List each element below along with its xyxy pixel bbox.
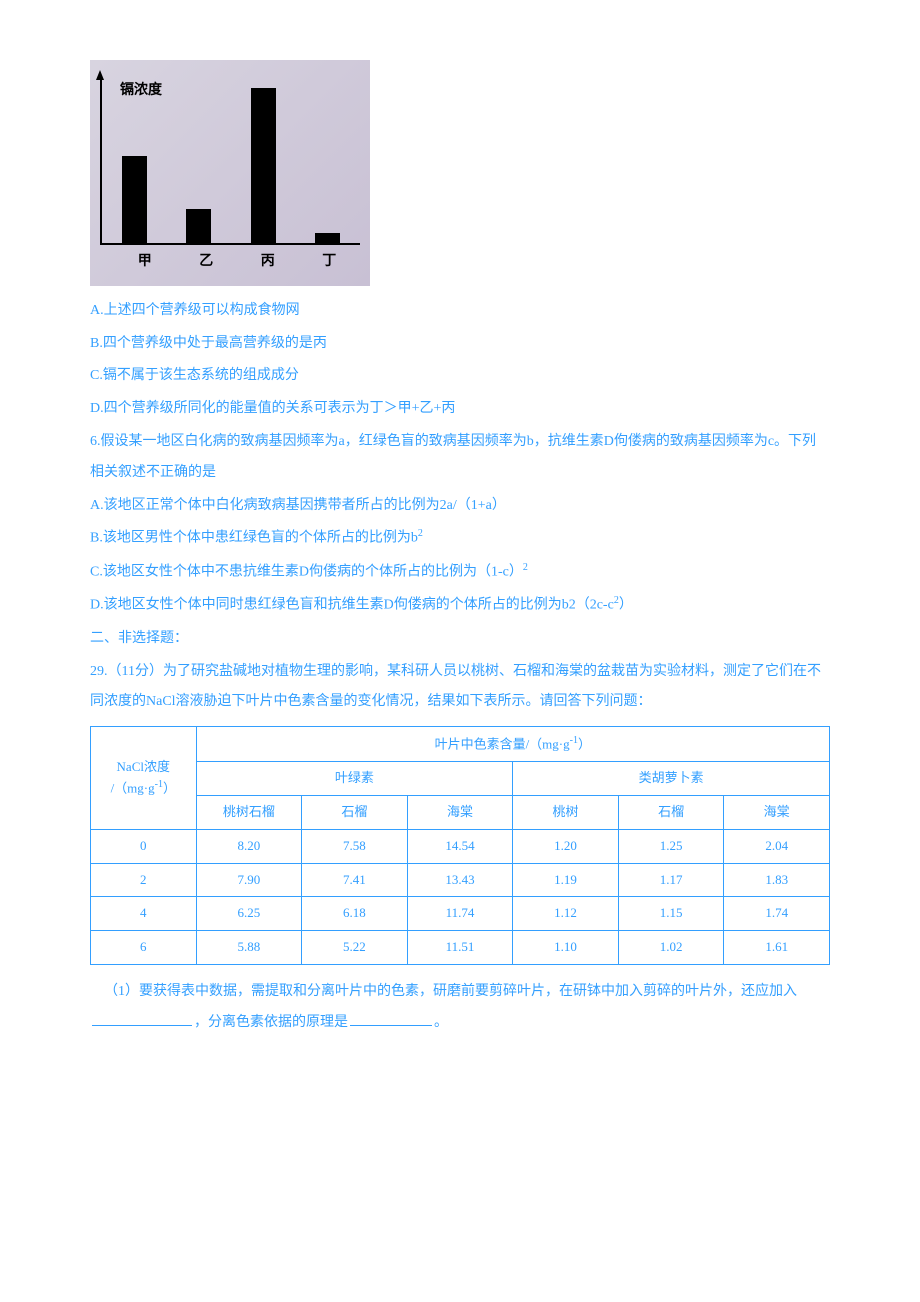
- q6-option-d: D.该地区女性个体中同时患红绿色盲和抗维生素D佝偻病的个体所占的比例为b2（2c…: [90, 590, 830, 621]
- subcol-1: 石榴: [302, 796, 408, 830]
- xlabel-3: 丁: [322, 245, 336, 276]
- option-c: C.镉不属于该生态系统的组成成分: [90, 361, 830, 392]
- table-row: 4 6.25 6.18 11.74 1.12 1.15 1.74: [91, 897, 830, 931]
- bar-2: [251, 88, 276, 243]
- bar-3: [315, 233, 340, 243]
- group2-header: 类胡萝卜素: [513, 762, 830, 796]
- q6-stem: 6.假设某一地区白化病的致病基因频率为a，红绿色盲的致病基因频率为b，抗维生素D…: [90, 427, 830, 489]
- table-row: 2 7.90 7.41 13.43 1.19 1.17 1.83: [91, 863, 830, 897]
- chart-bars-container: [102, 88, 360, 243]
- xlabel-1: 乙: [199, 245, 213, 276]
- subcol-0: 桃树石榴: [196, 796, 302, 830]
- subcol-5: 海棠: [724, 796, 830, 830]
- group1-header: 叶绿素: [196, 762, 513, 796]
- q6-option-c: C.该地区女性个体中不患抗维生素D佝偻病的个体所占的比例为（1-c）2: [90, 557, 830, 588]
- q29-stem: 29.（11分）为了研究盐碱地对植物生理的影响，某科研人员以桃树、石榴和海棠的盆…: [90, 657, 830, 719]
- y-axis-arrow: [96, 70, 104, 80]
- option-a: A.上述四个营养级可以构成食物网: [90, 296, 830, 327]
- cadmium-bar-chart: 镉浓度 甲 乙 丙 丁: [90, 60, 370, 286]
- col1-header: NaCl浓度 /（mg·g-1）: [91, 727, 197, 830]
- section-2-heading: 二、非选择题：: [90, 624, 830, 655]
- xlabel-2: 丙: [261, 245, 275, 276]
- q29-sub1: （1）要获得表中数据，需提取和分离叶片中的色素，研磨前要剪碎叶片，在研钵中加入剪…: [90, 977, 830, 1039]
- bar-0: [122, 156, 147, 243]
- row1-header: 叶片中色素含量/（mg·g-1）: [196, 727, 829, 762]
- table-header-row-1: NaCl浓度 /（mg·g-1） 叶片中色素含量/（mg·g-1）: [91, 727, 830, 762]
- table-row: 6 5.88 5.22 11.51 1.10 1.02 1.61: [91, 931, 830, 965]
- fill-blank-1[interactable]: [92, 1025, 192, 1026]
- table-row: 0 8.20 7.58 14.54 1.20 1.25 2.04: [91, 829, 830, 863]
- bar-1: [186, 209, 211, 243]
- chart-plot-area: 镉浓度: [100, 80, 360, 245]
- fill-blank-2[interactable]: [350, 1025, 432, 1026]
- table-header-row-3: 桃树石榴 石榴 海棠 桃树 石榴 海棠: [91, 796, 830, 830]
- q6-option-a: A.该地区正常个体中白化病致病基因携带者所占的比例为2a/（1+a）: [90, 491, 830, 522]
- subcol-3: 桃树: [513, 796, 619, 830]
- subcol-2: 海棠: [407, 796, 513, 830]
- option-b: B.四个营养级中处于最高营养级的是丙: [90, 329, 830, 360]
- option-d: D.四个营养级所同化的能量值的关系可表示为丁＞甲+乙+丙: [90, 394, 830, 425]
- q6-option-b: B.该地区男性个体中患红绿色盲的个体所占的比例为b2: [90, 523, 830, 554]
- pigment-data-table: NaCl浓度 /（mg·g-1） 叶片中色素含量/（mg·g-1） 叶绿素 类胡…: [90, 726, 830, 965]
- table-header-row-2: 叶绿素 类胡萝卜素: [91, 762, 830, 796]
- subcol-4: 石榴: [618, 796, 724, 830]
- xlabel-0: 甲: [138, 245, 152, 276]
- x-axis-labels: 甲 乙 丙 丁: [100, 245, 360, 276]
